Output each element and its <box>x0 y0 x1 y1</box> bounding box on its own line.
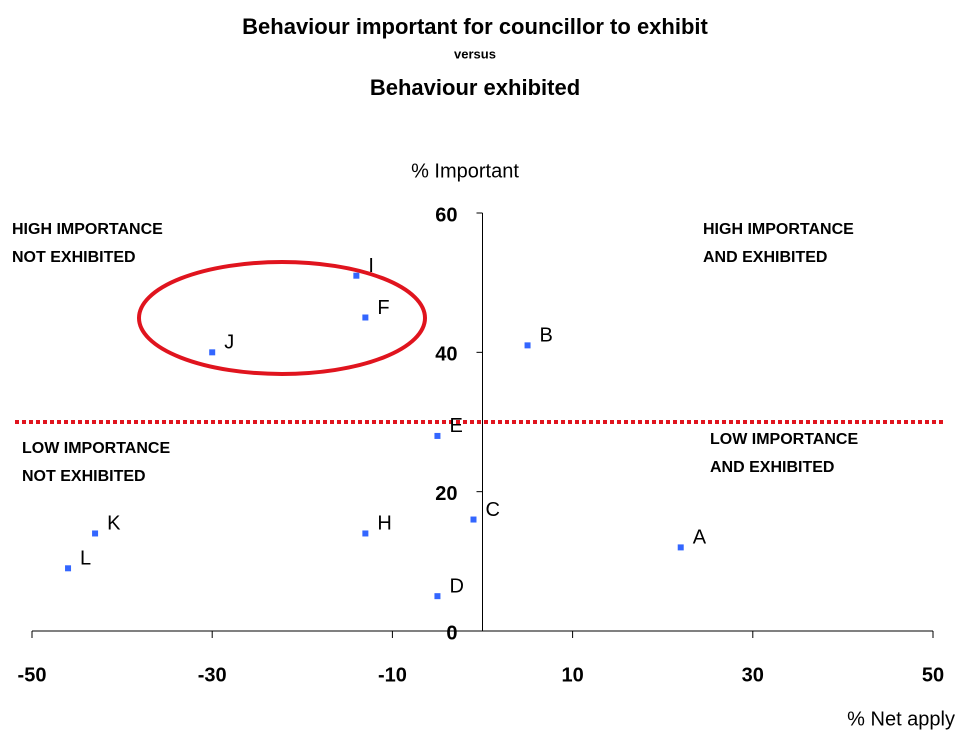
chart-subtitle: versus <box>454 46 496 61</box>
x-tick-label: -50 <box>18 664 47 686</box>
chart-title-line2: Behaviour exhibited <box>370 75 580 100</box>
point <box>434 432 441 439</box>
x-tick-label: 30 <box>742 664 764 686</box>
y-tick-label: 20 <box>435 483 457 505</box>
point-label: K <box>107 513 121 535</box>
chart-title: Behaviour important for councillor to ex… <box>242 14 708 39</box>
quadrant-label: HIGH IMPORTANCE <box>703 221 854 238</box>
point-label: D <box>449 575 463 597</box>
point <box>353 272 360 279</box>
point-label: F <box>377 297 389 319</box>
quadrant-label: HIGH IMPORTANCE <box>12 221 163 238</box>
x-tick-label: 10 <box>561 664 583 686</box>
quadrant-label: NOT EXHIBITED <box>22 468 146 485</box>
point <box>362 530 369 537</box>
point-label: E <box>449 415 462 437</box>
point <box>524 342 531 349</box>
point <box>362 314 369 321</box>
quadrant-label: AND EXHIBITED <box>710 459 834 476</box>
x-axis-title: % Net apply <box>847 708 955 730</box>
point-label: A <box>693 527 707 549</box>
highlight-ellipse <box>137 260 427 376</box>
point <box>677 544 684 551</box>
x-tick-label: -10 <box>378 664 407 686</box>
point <box>470 516 477 523</box>
quadrant-label: LOW IMPORTANCE <box>22 440 170 457</box>
point <box>434 593 441 600</box>
y-tick-label: 0 <box>446 622 457 644</box>
y-axis-title: % Important <box>411 160 519 182</box>
x-tick-label: 50 <box>922 664 944 686</box>
point-label: B <box>540 325 553 347</box>
point <box>209 349 216 356</box>
point-label: H <box>377 513 391 535</box>
point <box>65 565 72 572</box>
point-label: I <box>368 255 374 277</box>
y-tick-label: 60 <box>435 204 457 226</box>
y-tick-label: 40 <box>435 344 457 366</box>
point <box>92 530 99 537</box>
point-label: C <box>485 499 499 521</box>
quadrant-label: NOT EXHIBITED <box>12 249 136 266</box>
x-tick-label: -30 <box>198 664 227 686</box>
quadrant-label: AND EXHIBITED <box>703 249 827 266</box>
point-label: J <box>224 332 234 354</box>
quadrant-label: LOW IMPORTANCE <box>710 431 858 448</box>
point-label: L <box>80 548 91 570</box>
